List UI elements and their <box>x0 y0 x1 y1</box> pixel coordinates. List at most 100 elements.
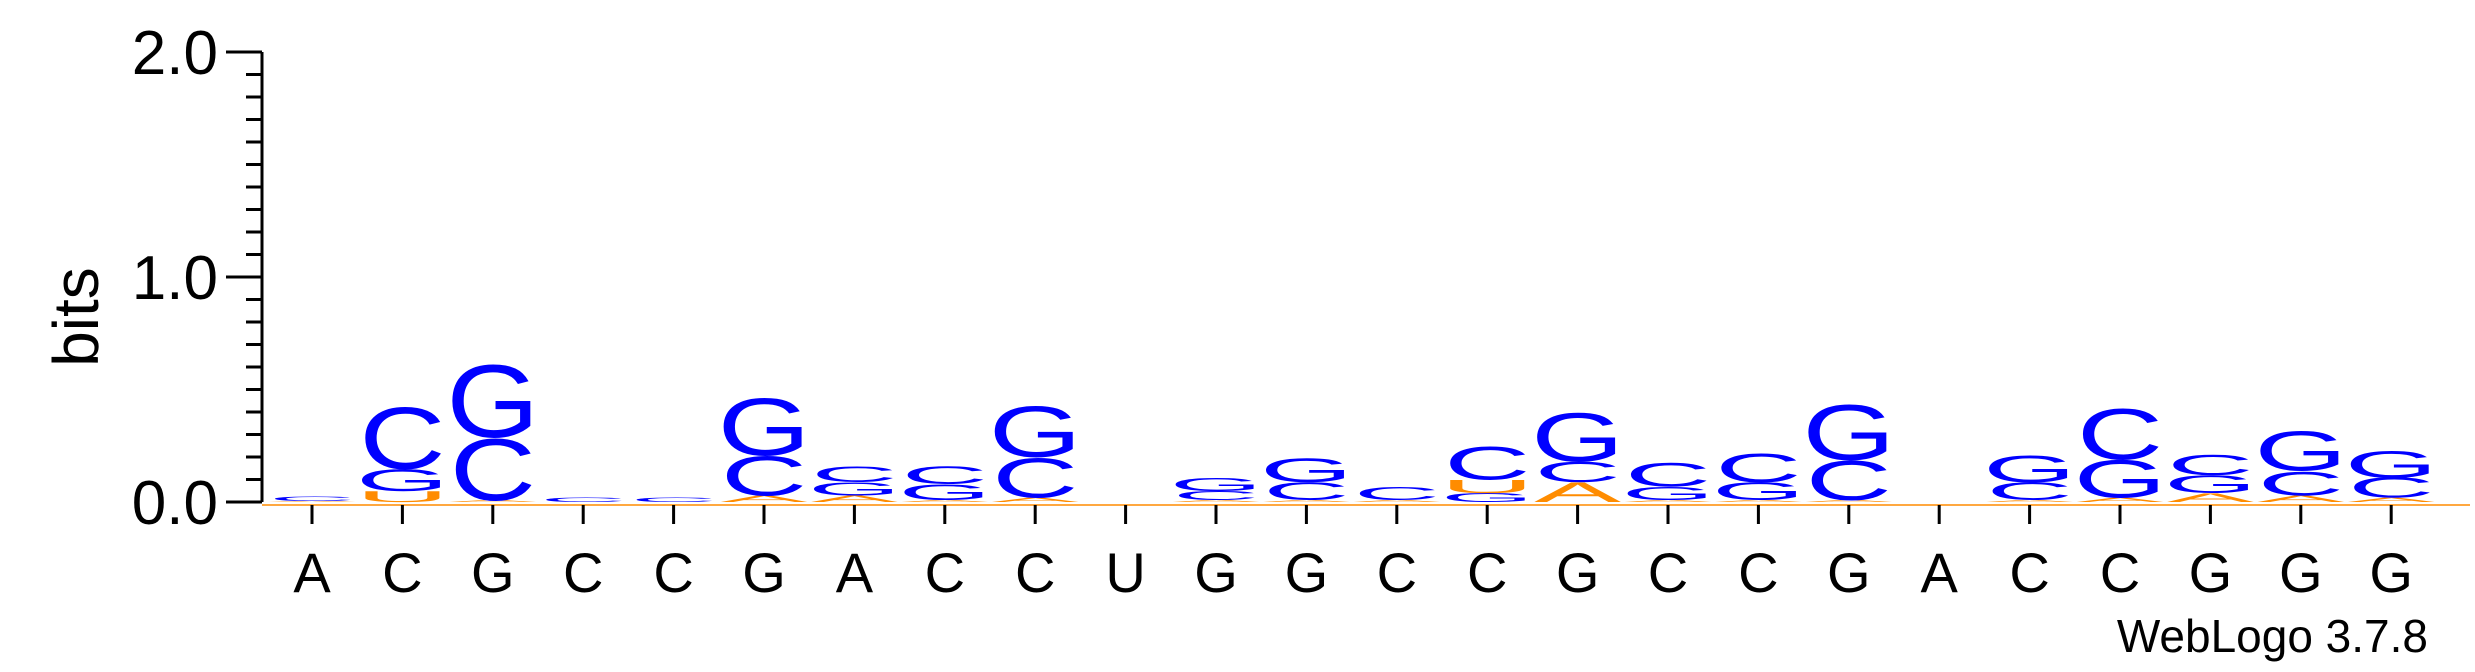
x-tick-label: G <box>1556 541 1600 604</box>
logo-letter-C: C <box>1715 445 1801 491</box>
stack-position-9: ACG <box>989 392 1082 510</box>
logo-letter-C: C <box>540 496 626 503</box>
logo-letter-A: A <box>449 499 537 503</box>
logo-letter-C: C <box>1806 448 1892 512</box>
stack-position-24: ACG <box>2345 443 2438 504</box>
x-tick-label: C <box>2100 541 2140 604</box>
logo-letter-G: G <box>808 478 901 499</box>
logo-letter-C: C <box>902 462 988 490</box>
logo-letter-G: G <box>1983 448 2076 490</box>
stack-position-8: AGC <box>898 462 991 505</box>
logo-letter-A: A <box>269 501 357 503</box>
logo-letter-A: A <box>1715 499 1803 503</box>
stack-position-3: ACG <box>446 343 539 519</box>
logo-letter-U: U <box>1440 476 1534 497</box>
logo-letter-G: G <box>1260 450 1353 489</box>
logo-letter-C: C <box>2077 394 2163 475</box>
stack-position-18: ACG <box>1802 389 1895 512</box>
logo-letter-U: U <box>355 488 449 506</box>
logo-letter-A: A <box>811 493 898 504</box>
logo-letter-A: A <box>901 499 989 503</box>
logo-letter-G: G <box>356 462 449 497</box>
logo-letter-A: A <box>2257 493 2344 504</box>
logo-letter-G: G <box>1802 389 1895 476</box>
x-tick-label: G <box>1285 541 1329 604</box>
logo-letter-A: A <box>1534 477 1621 508</box>
logo-letter-C: C <box>2167 450 2253 482</box>
logo-letter-C: C <box>359 389 445 487</box>
logo-letter-G: G <box>1441 491 1534 505</box>
x-tick-label: C <box>2009 541 2049 604</box>
logo-letter-C: C <box>2348 472 2434 504</box>
stack-position-1: AC <box>269 495 357 502</box>
stack-position-7: AGC <box>808 462 901 504</box>
logo-letter-A: A <box>1353 499 1441 503</box>
x-tick-label: A <box>293 541 331 604</box>
logo-letter-G: G <box>1712 477 1805 505</box>
logo-letter-A: A <box>1986 499 2074 503</box>
y-axis: 0.0 1.0 2.0 <box>132 19 2470 538</box>
y-tick-label: 2.0 <box>132 19 218 88</box>
logo-letter-C: C <box>1263 477 1349 505</box>
logo-letter-A: A <box>1263 499 1351 503</box>
stack-position-20: ACG <box>1983 448 2076 506</box>
stack-position-6: ACG <box>718 380 811 507</box>
logo-letter-G: G <box>1170 474 1263 495</box>
logo-letter-C: C <box>1986 477 2072 505</box>
x-tick-label: G <box>1827 541 1871 604</box>
logo-letter-C: C <box>1534 456 1620 488</box>
x-tick-label: A <box>1921 541 1959 604</box>
logo-letter-C: C <box>1625 455 1711 494</box>
x-tick-label: C <box>563 541 603 604</box>
y-tick-label: 0.0 <box>132 469 218 538</box>
logo-letter-G: G <box>2345 443 2438 485</box>
stack-position-13: AC <box>1353 483 1441 504</box>
logo-letter-G: G <box>898 480 991 505</box>
stack-position-2: UGC <box>355 389 449 505</box>
logo-letter-A: A <box>1625 499 1713 503</box>
x-tick-label: C <box>1467 541 1507 604</box>
x-tick-label: C <box>653 541 693 604</box>
x-tick-label: G <box>471 541 515 604</box>
x-tick-label: C <box>1738 541 1778 604</box>
logo-letter-A: A <box>992 496 1080 503</box>
y-axis-label: bits <box>40 267 112 367</box>
logo-letter-C: C <box>811 462 897 487</box>
logo-letter-G: G <box>2164 471 2257 499</box>
stack-position-17: AGC <box>1712 445 1805 506</box>
logo-letter-C: C <box>721 444 807 508</box>
x-tick-label: C <box>1648 541 1688 604</box>
logo-letter-A: A <box>2348 496 2436 503</box>
stack-position-15: ACG <box>1531 399 1624 508</box>
x-tick-label: G <box>2189 541 2233 604</box>
weblogo-version-label: WebLogo 3.7.8 <box>2117 610 2428 662</box>
logo-letter-C: C <box>2258 464 2344 503</box>
logo-letter-G: G <box>446 343 539 459</box>
y-tick-label: 1.0 <box>132 244 218 313</box>
x-tick-label: G <box>2369 541 2413 604</box>
logo-letter-G: G <box>989 392 1082 473</box>
logo-letter-A: A <box>2167 491 2254 505</box>
x-tick-label: G <box>1194 541 1238 604</box>
stack-position-5: C <box>630 496 716 503</box>
x-tick-label: C <box>925 541 965 604</box>
stack-position-23: ACG <box>2254 419 2347 504</box>
logo-letter-G: G <box>1531 399 1624 476</box>
x-tick-label: G <box>742 541 786 604</box>
x-tick-label: C <box>1015 541 1055 604</box>
logo-letter-C: C <box>1444 437 1530 489</box>
x-tick-label: C <box>1377 541 1417 604</box>
logo-letter-A: A <box>2077 496 2165 503</box>
logo-letter-G: G <box>2254 419 2347 483</box>
logo-letter-G: G <box>718 380 811 472</box>
x-tick-label: C <box>382 541 422 604</box>
logo-letter-C: C <box>630 496 716 503</box>
x-tick-label: G <box>2279 541 2323 604</box>
stack-position-11: ACG <box>1170 474 1263 503</box>
stack-position-21: AGC <box>2074 394 2167 509</box>
logo-letter-C: C <box>1173 488 1259 502</box>
x-tick-label: U <box>1105 541 1145 604</box>
